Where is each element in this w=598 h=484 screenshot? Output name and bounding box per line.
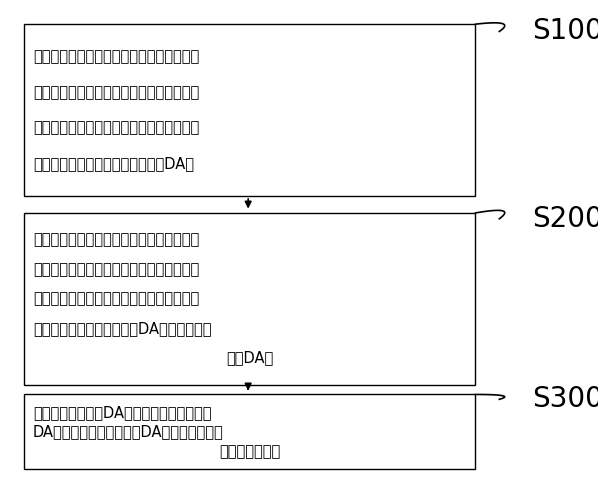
FancyBboxPatch shape [24, 24, 475, 196]
Text: ，并将多个所述光功率值输入已训练的光功: ，并将多个所述光功率值输入已训练的光功 [33, 121, 199, 136]
Text: 流的值，并将所述最大发射电流和所述最小: 流的值，并将所述最大发射电流和所述最小 [33, 262, 199, 277]
Text: 确定目标光功率: 确定目标光功率 [219, 444, 280, 459]
Text: DA值及所述最小发射电流DA值进行比较，以: DA值及所述最小发射电流DA值进行比较，以 [33, 424, 224, 439]
Text: 率模型中，得到相应的多个光功率DA值: 率模型中，得到相应的多个光功率DA值 [33, 156, 194, 171]
Text: ，得到相应的最大发射电流DA值和最小发射: ，得到相应的最大发射电流DA值和最小发射 [33, 321, 211, 336]
Text: 通过光功率计获取包含预设目标光功率、最: 通过光功率计获取包含预设目标光功率、最 [33, 49, 199, 64]
FancyBboxPatch shape [24, 213, 475, 385]
Text: 大光功率、最小光功率在内的多个光功率值: 大光功率、最小光功率在内的多个光功率值 [33, 85, 199, 100]
Text: 通过上位机获取最大发射电流和最小发射电: 通过上位机获取最大发射电流和最小发射电 [33, 232, 199, 247]
Text: S200: S200 [532, 205, 598, 233]
Text: S100: S100 [532, 17, 598, 45]
FancyBboxPatch shape [24, 394, 475, 469]
Text: 电流DA值: 电流DA值 [226, 350, 273, 365]
Text: S300: S300 [532, 385, 598, 413]
Text: 发射电流的值输入已训练的发射电流模型中: 发射电流的值输入已训练的发射电流模型中 [33, 291, 199, 306]
Text: 将多个所述光功率DA值和所述最大发射电流: 将多个所述光功率DA值和所述最大发射电流 [33, 405, 211, 420]
